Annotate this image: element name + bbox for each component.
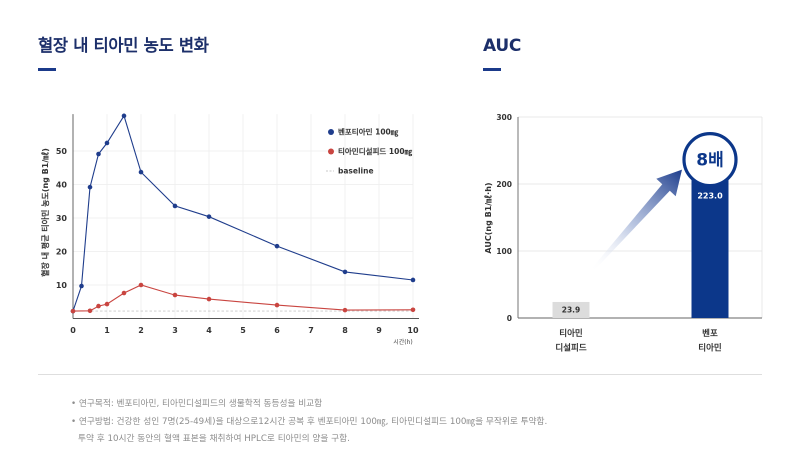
data-point xyxy=(274,243,280,249)
bar-value-label: 223.0 xyxy=(697,192,723,201)
auc-title-underline xyxy=(483,68,501,71)
category-label-line: 티아민 xyxy=(698,343,722,354)
legend-label: baseline xyxy=(338,167,374,176)
y-tick-label: 100 xyxy=(496,247,512,256)
x-tick-label: 6 xyxy=(274,326,280,335)
study-notes: • 연구목적: 벤포티아민, 티아민디설피드의 생물학적 동등성을 비교함 • … xyxy=(71,396,547,449)
grid xyxy=(72,114,414,319)
x-tick-label: 1 xyxy=(104,326,110,335)
legend: 벤포티아민 100㎎ 티아민디설피드 100㎎ baseline xyxy=(326,127,413,176)
data-point xyxy=(96,303,101,309)
data-point xyxy=(206,296,212,302)
concentration-title-underline xyxy=(38,68,56,71)
y-tick-label: 50 xyxy=(56,147,68,156)
y-tick-label: 20 xyxy=(56,248,68,257)
concentration-line-chart: 혈장 내 평균 티아민 농도(ng B1/㎖) 시간(h) 0 1 2 3 4 5 6 7 8 9… xyxy=(40,113,419,346)
data-point xyxy=(79,283,84,289)
x-tick-label: 8 xyxy=(342,326,348,335)
data-point xyxy=(138,282,144,288)
bar-value-label: 23.9 xyxy=(562,305,581,314)
data-point xyxy=(206,214,212,219)
ratio-badge-label: 8배 xyxy=(696,151,723,171)
data-point xyxy=(87,184,93,190)
data-point xyxy=(96,151,101,157)
x-tick-label: 10 xyxy=(407,326,419,335)
data-point xyxy=(274,302,280,308)
y-axis-label: AUC(ng B1/㎖·h) xyxy=(483,182,493,253)
x-tick-label: 2 xyxy=(138,326,144,335)
data-point xyxy=(410,277,416,283)
bar xyxy=(691,168,729,318)
bar xyxy=(552,301,590,318)
y-tick-label: 40 xyxy=(56,181,68,190)
note-method: • 연구방법: 건강한 성인 7명(25-49세)을 대상으로12시간 공복 후… xyxy=(71,416,548,427)
x-tick-label: 9 xyxy=(376,326,382,335)
data-point xyxy=(342,307,348,313)
legend-label: 티아민디설피드 100㎎ xyxy=(338,146,413,157)
y-tick-label: 200 xyxy=(496,180,512,189)
series-2 xyxy=(70,282,416,314)
data-point xyxy=(87,308,93,314)
data-point xyxy=(172,292,178,298)
data-point xyxy=(410,307,416,313)
note-purpose: • 연구목적: 벤포티아민, 티아민디설피드의 생물학적 동등성을 비교함 xyxy=(71,399,323,409)
section-divider xyxy=(38,374,762,375)
growth-arrow-icon xyxy=(589,169,682,273)
x-tick-label: 3 xyxy=(172,326,178,335)
legend-item: 벤포티아민 100㎎ xyxy=(328,127,399,138)
legend-label: 벤포티아민 100㎎ xyxy=(338,127,399,138)
data-point xyxy=(172,203,178,209)
x-axis-label: 시간(h) xyxy=(393,338,413,346)
y-tick-label: 300 xyxy=(496,113,512,122)
x-tick-label: 5 xyxy=(240,326,246,335)
legend-swatch xyxy=(328,148,334,155)
category-label-line: 티아민 xyxy=(559,328,583,339)
data-point xyxy=(104,301,110,307)
series-line xyxy=(72,114,414,312)
legend-item: baseline xyxy=(326,167,374,176)
legend-item: 티아민디설피드 100㎎ xyxy=(328,146,413,157)
note-method-continued: 투약 후 10시간 동안의 혈액 표본을 채취하여 HPLC로 티아민의 양을 … xyxy=(78,434,350,444)
y-axis-label: 혈장 내 평균 티아민 농도(ng B1/㎖) xyxy=(40,148,50,277)
category-label-line: 벤포 xyxy=(702,328,718,339)
data-point xyxy=(104,140,110,146)
data-point xyxy=(70,308,76,314)
y-tick-label: 0 xyxy=(507,314,512,323)
category-label-line: 디설피드 xyxy=(555,343,586,354)
concentration-chart-title: 혈장 내 티아민 농도 변화 xyxy=(38,36,209,55)
legend-swatch xyxy=(328,129,334,135)
data-point xyxy=(138,169,144,175)
auc-chart-title: AUC xyxy=(483,36,522,56)
x-tick-label: 4 xyxy=(206,326,212,335)
y-tick-label: 30 xyxy=(56,214,68,223)
y-tick-label: 10 xyxy=(56,281,68,290)
x-tick-label: 7 xyxy=(308,326,314,335)
data-point xyxy=(121,290,127,296)
ratio-badge xyxy=(682,131,738,188)
x-tick-label: 0 xyxy=(70,326,76,335)
series-1 xyxy=(70,113,416,314)
data-point xyxy=(342,269,348,275)
data-point xyxy=(121,113,127,119)
